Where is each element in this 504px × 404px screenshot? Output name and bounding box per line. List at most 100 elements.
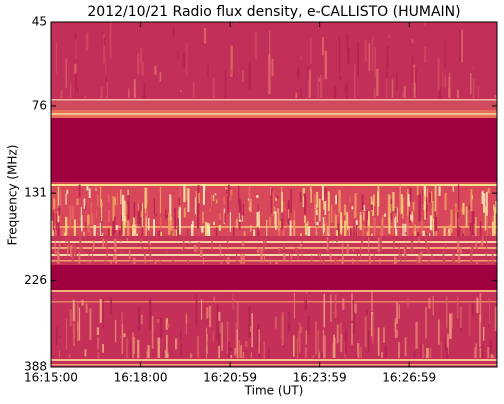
- texture: [137, 210, 140, 225]
- texture: [112, 221, 115, 236]
- texture: [446, 333, 449, 355]
- texture: [317, 76, 319, 98]
- texture: [301, 241, 303, 257]
- texture: [235, 219, 239, 228]
- texture: [225, 187, 228, 190]
- texture: [451, 256, 454, 260]
- texture: [413, 68, 415, 95]
- texture: [424, 193, 426, 220]
- texture: [361, 240, 364, 247]
- texture: [77, 86, 79, 98]
- texture: [355, 355, 358, 358]
- band-line: [51, 260, 497, 262]
- texture: [403, 86, 406, 98]
- texture: [398, 341, 400, 358]
- texture: [438, 186, 441, 196]
- texture: [70, 245, 73, 257]
- texture: [457, 254, 461, 263]
- texture: [297, 67, 300, 80]
- texture: [130, 341, 132, 358]
- texture: [329, 253, 332, 261]
- texture: [211, 238, 213, 252]
- texture: [310, 38, 312, 64]
- texture: [112, 196, 115, 221]
- texture: [250, 224, 252, 232]
- texture: [92, 240, 95, 252]
- texture: [206, 222, 209, 236]
- texture: [85, 205, 87, 211]
- texture: [327, 191, 330, 212]
- texture: [254, 32, 257, 59]
- texture: [328, 233, 330, 236]
- texture: [141, 246, 144, 252]
- texture: [418, 236, 420, 243]
- texture: [361, 224, 365, 236]
- texture: [140, 47, 143, 63]
- texture: [328, 212, 330, 236]
- texture: [425, 306, 427, 339]
- texture: [163, 349, 165, 358]
- texture: [420, 218, 423, 235]
- texture: [269, 259, 271, 264]
- texture: [85, 222, 87, 230]
- texture: [100, 212, 103, 236]
- texture: [102, 297, 104, 329]
- texture: [239, 345, 243, 358]
- texture: [191, 220, 194, 228]
- texture: [336, 324, 339, 344]
- texture: [116, 192, 119, 206]
- texture: [270, 188, 273, 214]
- texture: [316, 191, 319, 208]
- texture: [402, 223, 404, 236]
- texture: [477, 86, 480, 98]
- texture: [113, 197, 117, 206]
- texture: [421, 220, 424, 236]
- texture: [360, 346, 362, 358]
- texture: [322, 36, 324, 56]
- texture: [64, 216, 68, 235]
- texture: [381, 219, 384, 236]
- texture: [182, 53, 185, 68]
- band-line: [51, 184, 497, 186]
- texture: [369, 255, 371, 264]
- texture: [110, 227, 112, 236]
- texture: [104, 255, 107, 264]
- texture: [373, 217, 376, 236]
- texture: [370, 204, 374, 211]
- texture: [195, 294, 198, 328]
- texture: [140, 211, 144, 218]
- texture: [85, 33, 89, 51]
- texture: [260, 248, 263, 263]
- texture: [373, 194, 375, 207]
- texture: [339, 259, 341, 262]
- texture: [434, 185, 437, 212]
- texture: [241, 215, 243, 222]
- texture: [249, 199, 252, 213]
- texture: [372, 314, 374, 344]
- texture: [339, 75, 342, 81]
- texture: [376, 68, 379, 97]
- texture: [124, 200, 126, 229]
- texture: [405, 242, 407, 258]
- texture: [354, 303, 357, 314]
- texture: [231, 189, 233, 196]
- texture: [476, 260, 479, 264]
- texture: [485, 251, 487, 257]
- texture: [67, 95, 69, 98]
- band-line: [51, 247, 497, 249]
- texture: [297, 331, 300, 342]
- texture: [491, 215, 494, 227]
- texture: [334, 210, 336, 215]
- texture: [317, 330, 319, 358]
- texture: [449, 72, 451, 80]
- texture: [352, 299, 354, 308]
- texture: [226, 261, 229, 264]
- texture: [65, 239, 68, 243]
- texture: [241, 240, 244, 246]
- texture: [275, 197, 278, 201]
- texture: [455, 207, 458, 214]
- texture: [206, 307, 209, 319]
- texture: [275, 316, 277, 329]
- texture: [364, 316, 367, 347]
